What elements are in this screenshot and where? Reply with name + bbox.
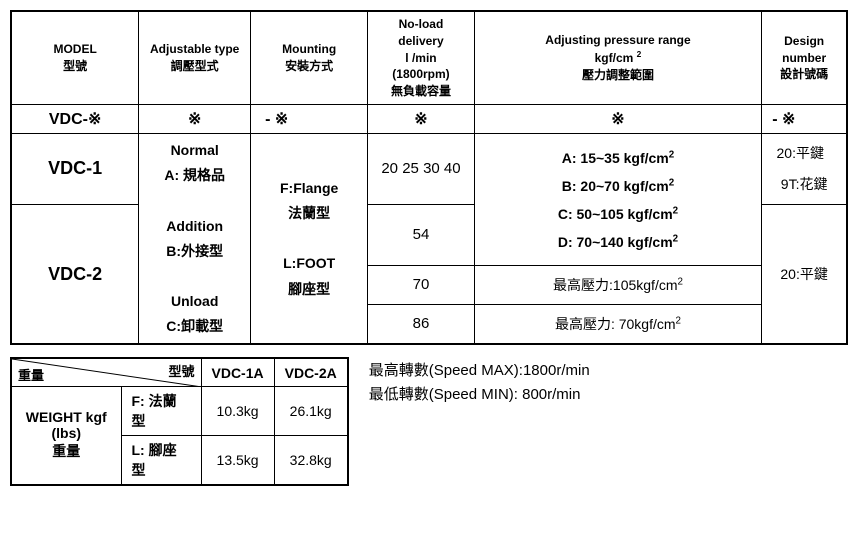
vdc2-press-70: 最高壓力:105kgf/cm2	[474, 266, 762, 305]
wt-rowhead: WEIGHT kgf (lbs) 重量	[11, 386, 121, 485]
wt-col-2: VDC-2A	[274, 358, 348, 386]
hdr-design: Design number 設計號碼	[762, 11, 847, 104]
vdc2-noload-54: 54	[368, 204, 474, 266]
wt-f-v1: 10.3kg	[201, 386, 274, 435]
vdc1-row: VDC-1 Normal A: 規格品 Addition B:外接型 Unloa…	[11, 133, 847, 204]
header-row: MODEL 型號 Adjustable type 調壓型式 Mounting 安…	[11, 11, 847, 104]
sym-press: ※	[474, 104, 762, 133]
vdc2-noload-86: 86	[368, 305, 474, 345]
wt-l-v1: 13.5kg	[201, 435, 274, 485]
speed-max: 最高轉數(Speed MAX):1800r/min	[369, 359, 590, 383]
sym-model: VDC-※	[11, 104, 139, 133]
weight-table: 重量 型號 VDC-1A VDC-2A WEIGHT kgf (lbs) 重量 …	[10, 357, 349, 486]
hdr-adj: Adjustable type 調壓型式	[139, 11, 251, 104]
symbol-row: VDC-※ ※ - ※ ※ ※ - ※	[11, 104, 847, 133]
hdr-mount: Mounting 安裝方式	[251, 11, 368, 104]
bottom-section: 重量 型號 VDC-1A VDC-2A WEIGHT kgf (lbs) 重量 …	[10, 357, 849, 486]
weight-diag-header: 重量 型號	[11, 358, 201, 386]
sym-adj: ※	[139, 104, 251, 133]
hdr-model: MODEL 型號	[11, 11, 139, 104]
vdc1-model: VDC-1	[11, 133, 139, 204]
vdc1-press: A: 15~35 kgf/cm2 B: 20~70 kgf/cm2 C: 50~…	[474, 133, 762, 266]
wt-f-v2: 26.1kg	[274, 386, 348, 435]
wt-l-label: L: 腳座型	[121, 435, 201, 485]
vdc2-press-86: 最高壓力: 70kgf/cm2	[474, 305, 762, 345]
vdc2-design: 20:平鍵	[762, 204, 847, 344]
spec-table: MODEL 型號 Adjustable type 調壓型式 Mounting 安…	[10, 10, 848, 345]
vdc2-model: VDC-2	[11, 204, 139, 344]
mount-types: F:Flange 法蘭型 L:FOOT 腳座型	[251, 133, 368, 344]
wt-col-1: VDC-1A	[201, 358, 274, 386]
hdr-noload: No-load delivery l /min (1800rpm) 無負載容量	[368, 11, 474, 104]
sym-design: - ※	[762, 104, 847, 133]
sym-mount: - ※	[251, 104, 368, 133]
speed-min: 最低轉數(Speed MIN): 800r/min	[369, 383, 590, 407]
wt-f-label: F: 法蘭型	[121, 386, 201, 435]
sym-noload: ※	[368, 104, 474, 133]
vdc1-design: 20:平鍵 9T:花鍵	[762, 133, 847, 204]
adj-types: Normal A: 規格品 Addition B:外接型 Unload C:卸載…	[139, 133, 251, 344]
speed-notes: 最高轉數(Speed MAX):1800r/min 最低轉數(Speed MIN…	[369, 357, 590, 407]
hdr-press: Adjusting pressure range kgf/cm 2 壓力調整範圍	[474, 11, 762, 104]
vdc1-noload: 20 25 30 40	[368, 133, 474, 204]
vdc2-noload-70: 70	[368, 266, 474, 305]
wt-l-v2: 32.8kg	[274, 435, 348, 485]
